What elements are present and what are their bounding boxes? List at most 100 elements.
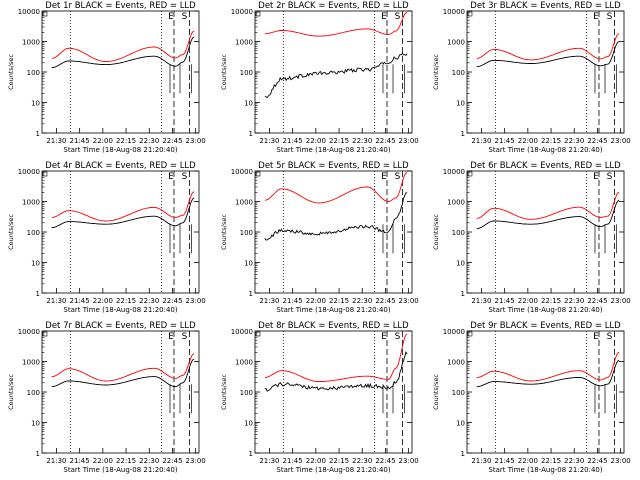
lld-series-line <box>264 11 408 37</box>
panel-det-7: Det 7r BLACK = Events, RED = LLD 1 10 100 10… <box>7 321 206 474</box>
lld-series-line <box>51 191 195 222</box>
x-tick-label: 22:15 <box>116 137 136 145</box>
plot-frame <box>41 170 200 294</box>
events-series-line <box>476 199 620 229</box>
x-tick-label: 21:30 <box>259 297 279 305</box>
x-tick-label: 22:45 <box>375 137 395 145</box>
x-tick-label: 22:30 <box>139 457 159 465</box>
y-tick-label: 1 <box>461 130 465 138</box>
marker-label-s: S <box>607 172 613 182</box>
x-axis-label: Start Time (18-Aug-08 21:20:40) <box>488 146 602 154</box>
corner-marker <box>42 171 48 177</box>
y-tick-label: 1 <box>461 290 465 298</box>
panel-title: Det 8r BLACK = Events, RED = LLD <box>258 321 409 331</box>
x-tick-label: 21:30 <box>46 457 66 465</box>
y-tick-label: 10000 <box>18 8 40 16</box>
x-tick-label: 22:00 <box>93 457 113 465</box>
x-tick-label: 22:45 <box>375 297 395 305</box>
y-axis-label: Counts/sec <box>220 374 228 410</box>
x-axis-label: Start Time (18-Aug-08 21:20:40) <box>63 146 177 154</box>
y-tick-label: 100 <box>452 229 465 237</box>
y-tick-label: 1000 <box>22 359 40 367</box>
y-tick-label: 100 <box>452 69 465 77</box>
marker-label-e: E <box>593 332 599 342</box>
x-tick-label: 23:00 <box>611 457 631 465</box>
y-tick-label: 1000 <box>235 359 253 367</box>
y-tick-label: 10000 <box>443 8 465 16</box>
y-tick-label: 10 <box>456 100 465 108</box>
events-series-line <box>264 351 408 392</box>
y-tick-label: 10000 <box>443 328 465 336</box>
corner-marker <box>42 331 48 337</box>
y-tick-label: 1000 <box>235 199 253 207</box>
panel-det-4: Det 4r BLACK = Events, RED = LLD 1 10 100 10… <box>7 161 206 314</box>
y-tick-label: 10 <box>31 260 40 268</box>
y-axis-label: Counts/sec <box>7 214 15 250</box>
x-tick-label: 22:30 <box>352 137 372 145</box>
marker-label-s: S <box>395 332 401 342</box>
plot-frame <box>41 330 200 454</box>
lld-series-line <box>264 172 408 204</box>
x-tick-label: 22:15 <box>541 457 561 465</box>
x-tick-label: 21:45 <box>495 137 515 145</box>
events-series-line <box>476 359 620 388</box>
y-tick-label: 1000 <box>22 199 40 207</box>
x-tick-label: 21:30 <box>471 457 491 465</box>
x-tick-label: 21:45 <box>283 297 303 305</box>
lld-series-line <box>476 351 620 382</box>
lld-series-line <box>51 30 195 63</box>
y-tick-label: 10 <box>244 420 253 428</box>
y-tick-label: 1000 <box>235 39 253 47</box>
x-tick-label: 23:00 <box>186 457 206 465</box>
events-series-line <box>264 192 408 241</box>
x-tick-label: 22:15 <box>116 457 136 465</box>
y-tick-label: 10000 <box>231 328 253 336</box>
x-tick-label: 22:30 <box>139 297 159 305</box>
y-tick-label: 10000 <box>443 168 465 176</box>
x-tick-label: 22:00 <box>306 457 326 465</box>
marker-label-e: E <box>168 332 174 342</box>
panel-title: Det 6r BLACK = Events, RED = LLD <box>470 161 621 171</box>
corner-marker <box>255 11 261 17</box>
marker-label-e: E <box>593 172 599 182</box>
y-tick-label: 1 <box>36 290 40 298</box>
x-tick-label: 22:00 <box>93 137 113 145</box>
y-tick-label: 10000 <box>18 168 40 176</box>
x-tick-label: 21:45 <box>70 457 90 465</box>
x-tick-label: 22:45 <box>587 457 607 465</box>
y-axis-label: Counts/sec <box>220 214 228 250</box>
x-tick-label: 22:00 <box>518 137 538 145</box>
x-tick-label: 21:45 <box>283 137 303 145</box>
y-axis-label: Counts/sec <box>220 54 228 90</box>
panel-title: Det 1r BLACK = Events, RED = LLD <box>45 1 196 11</box>
y-tick-label: 1 <box>249 290 253 298</box>
lld-series-line <box>476 191 620 220</box>
y-tick-label: 10000 <box>231 8 253 16</box>
x-tick-label: 22:15 <box>329 457 349 465</box>
marker-label-e: E <box>381 172 387 182</box>
x-tick-label: 21:30 <box>259 457 279 465</box>
x-tick-label: 22:45 <box>375 457 395 465</box>
plot-frame <box>466 170 625 294</box>
y-tick-label: 1 <box>461 450 465 458</box>
x-tick-label: 22:45 <box>587 137 607 145</box>
x-tick-label: 22:30 <box>352 297 372 305</box>
marker-label-e: E <box>168 172 174 182</box>
y-tick-label: 1000 <box>447 39 465 47</box>
x-axis-label: Start Time (18-Aug-08 21:20:40) <box>63 466 177 474</box>
x-tick-label: 21:30 <box>471 137 491 145</box>
events-series-line <box>51 197 195 228</box>
marker-label-s: S <box>182 172 188 182</box>
marker-label-e: E <box>593 12 599 22</box>
x-tick-label: 21:30 <box>46 297 66 305</box>
panel-det-5: Det 5r BLACK = Events, RED = LLD 1 10 100 10… <box>220 161 419 314</box>
x-tick-label: 21:45 <box>495 297 515 305</box>
x-tick-label: 21:30 <box>259 137 279 145</box>
y-axis-label: Counts/sec <box>432 214 440 250</box>
y-tick-label: 1000 <box>447 359 465 367</box>
y-tick-label: 1 <box>249 450 253 458</box>
lld-series-line <box>51 353 195 382</box>
panel-det-1: Det 1r BLACK = Events, RED = LLD 1 10 100 10… <box>7 1 206 154</box>
x-tick-label: 22:15 <box>541 297 561 305</box>
plot-frame <box>254 330 413 454</box>
